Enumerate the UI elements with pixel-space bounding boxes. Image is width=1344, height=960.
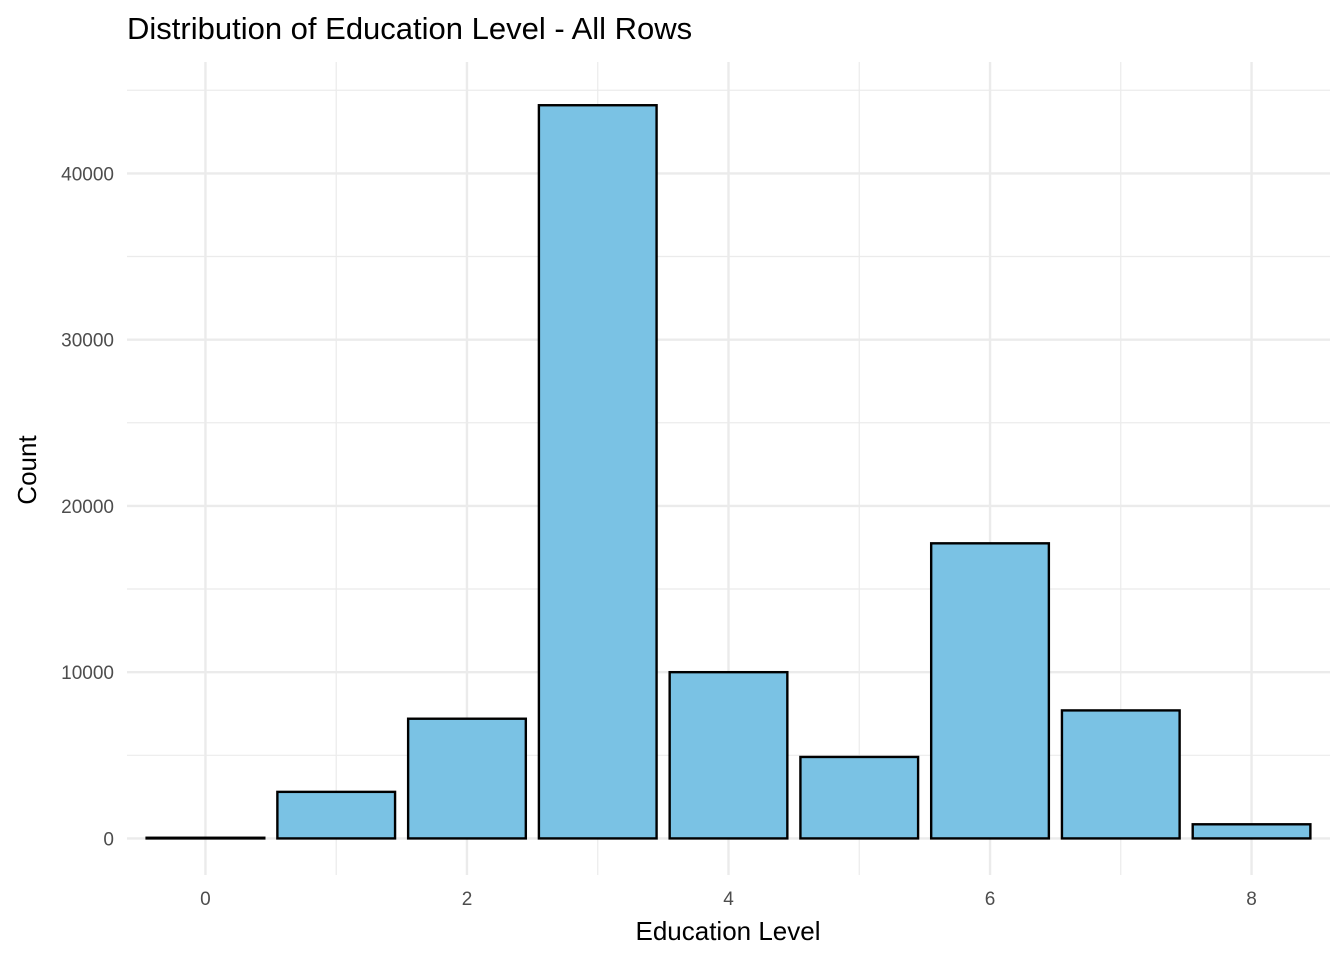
bar-education-level-3 — [537, 104, 658, 840]
x-tick-label: 2 — [462, 889, 473, 910]
chart-title: Distribution of Education Level - All Ro… — [127, 11, 692, 46]
y-tick-label: 20000 — [61, 497, 114, 518]
bar-education-level-0 — [145, 836, 266, 840]
y-tick-label: 0 — [103, 829, 114, 850]
y-tick-label: 30000 — [61, 331, 114, 352]
bar-education-level-4 — [668, 670, 789, 840]
bar-education-level-1 — [276, 790, 397, 840]
bar-education-level-8 — [1191, 823, 1312, 840]
bar-education-level-6 — [929, 542, 1051, 840]
grid-lines — [127, 62, 1330, 875]
y-axis-title: Count — [12, 435, 42, 505]
x-tick-label: 6 — [985, 889, 996, 910]
x-tick-label: 4 — [723, 889, 734, 910]
bars — [145, 104, 1312, 840]
bar-education-level-5 — [799, 755, 920, 840]
x-axis-ticks: 0 2 4 6 8 — [200, 889, 1257, 910]
x-axis-title: Education Level — [635, 916, 820, 946]
y-tick-label: 10000 — [61, 663, 114, 684]
x-tick-label: 8 — [1246, 889, 1257, 910]
y-axis-ticks: 0 10000 20000 30000 40000 — [61, 164, 114, 850]
y-tick-label: 40000 — [61, 164, 114, 185]
bar-education-level-7 — [1060, 709, 1181, 840]
x-tick-label: 0 — [200, 889, 211, 910]
bar-education-level-2 — [406, 717, 528, 840]
